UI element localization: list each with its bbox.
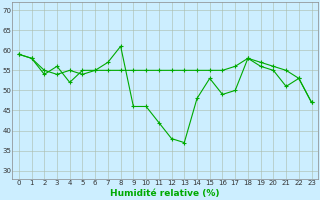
X-axis label: Humidité relative (%): Humidité relative (%)	[110, 189, 220, 198]
